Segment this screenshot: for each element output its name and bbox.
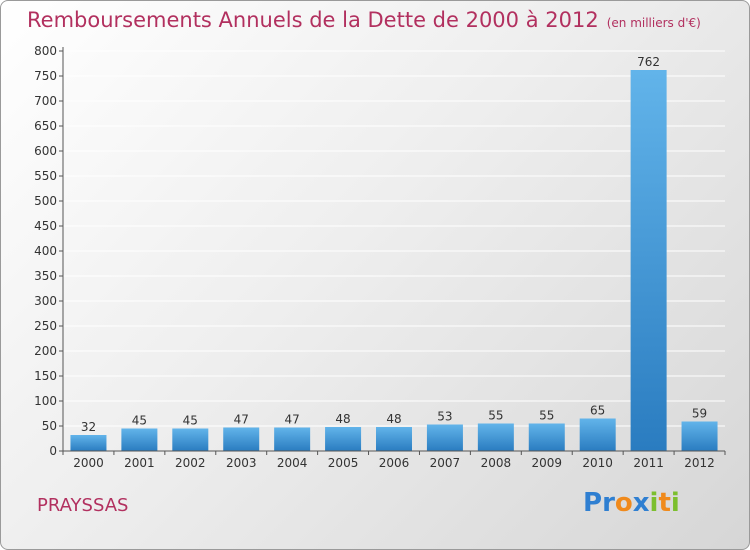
data-label: 55 [539,409,554,423]
x-tick-label: 2010 [582,456,613,470]
y-tick-label: 0 [49,444,57,458]
y-tick-label: 300 [34,294,57,308]
data-label: 48 [335,412,350,426]
commune-name: PRAYSSAS [37,495,129,516]
y-tick-label: 100 [34,394,57,408]
bar [274,427,311,451]
data-labels: 32 45 45 47 47 48 48 53 55 55 65 762 59 [81,55,707,434]
gridlines [63,50,725,427]
bar [223,427,260,451]
chart-title: Remboursements Annuels de la Dette de 20… [27,8,701,32]
bar [681,421,718,451]
y-tick-label: 150 [34,369,57,383]
x-tick-label: 2004 [277,456,308,470]
data-label: 45 [132,414,147,428]
logo-letter: t [658,488,671,518]
bar [70,435,107,451]
y-tick-label: 250 [34,319,57,333]
x-tick-label: 2005 [328,456,359,470]
data-label: 47 [234,413,249,427]
y-tick-label: 500 [34,194,57,208]
logo-letter: o [614,488,633,518]
x-tick-label: 2012 [684,456,715,470]
x-tick-label: 2003 [226,456,257,470]
x-tick-label: 2006 [379,456,410,470]
bar [172,428,209,451]
data-label: 47 [285,413,300,427]
x-axis-ticks: 2000 2001 2002 2003 2004 2005 2006 2007 2008 2009… [62,451,726,470]
data-label: 59 [692,407,707,421]
bar [579,418,616,451]
axes [62,47,725,452]
proxiti-logo: Proxiti [583,488,680,518]
logo-letter: i [670,488,680,518]
x-tick-label: 2009 [531,456,562,470]
y-tick-label: 400 [34,244,57,258]
chart-subtitle: (en milliers d'€) [606,16,701,30]
bars [70,70,718,451]
y-tick-label: 600 [34,144,57,158]
x-tick-label: 2008 [481,456,512,470]
bar [121,428,158,451]
data-label: 45 [183,414,198,428]
bar [325,427,362,451]
x-tick-label: 2002 [175,456,206,470]
data-label: 32 [81,420,96,434]
chart-title-main: Remboursements Annuels de la Dette de 20… [27,8,599,32]
x-tick-label: 2000 [73,456,104,470]
data-label: 53 [437,410,452,424]
bar [426,424,463,451]
y-tick-label: 200 [34,344,57,358]
y-tick-label: 50 [42,419,57,433]
logo-letter: i [649,488,659,518]
data-label: 762 [637,55,660,69]
x-tick-label: 2007 [430,456,461,470]
y-tick-label: 350 [34,269,57,283]
y-tick-label: 650 [34,119,57,133]
logo-letter: x [632,488,650,518]
y-tick-label: 450 [34,219,57,233]
bar [630,70,667,451]
y-tick-label: 750 [34,69,57,83]
data-label: 48 [386,412,401,426]
bar [477,423,514,451]
y-tick-label: 550 [34,169,57,183]
bar [528,423,565,451]
logo-letter: P [583,488,603,518]
x-tick-label: 2011 [633,456,664,470]
data-label: 55 [488,409,503,423]
bar [376,427,412,451]
y-axis-ticks: 0 50 100 150 200 250 300 350 400 450 500 550 600 650 7… [34,44,63,458]
y-tick-label: 800 [34,44,57,58]
data-label: 65 [590,404,605,418]
y-tick-label: 700 [34,94,57,108]
logo-letter: r [602,488,615,518]
x-tick-label: 2001 [124,456,155,470]
